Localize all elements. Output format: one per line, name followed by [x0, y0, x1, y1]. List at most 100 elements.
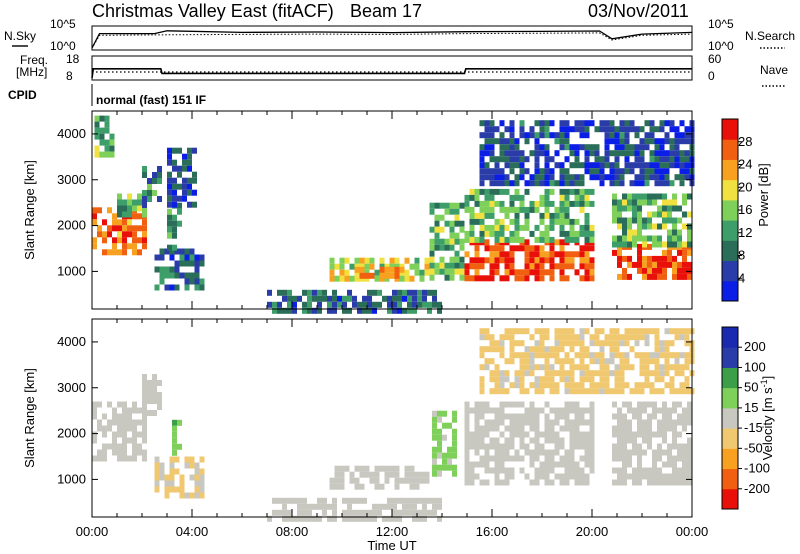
data-cell: [684, 340, 690, 347]
data-cell: [459, 268, 465, 275]
data-cell: [122, 419, 127, 426]
data-cell: [479, 413, 485, 420]
data-cell: [657, 205, 662, 212]
data-cell: [544, 150, 550, 157]
data-cell: [609, 132, 615, 139]
data-cell: [612, 199, 617, 206]
data-cell: [92, 455, 97, 462]
data-cell: [589, 407, 595, 414]
data-cell: [632, 241, 637, 248]
cpid-label: CPID: [8, 88, 37, 102]
data-cell: [659, 162, 665, 169]
data-cell: [484, 132, 490, 139]
data-cell: [654, 364, 660, 371]
data-cell: [574, 352, 580, 359]
data-cell: [479, 388, 485, 395]
data-cell: [612, 455, 617, 462]
data-cell: [469, 230, 475, 237]
data-cell: [272, 307, 277, 314]
data-cell: [604, 174, 610, 181]
data-cell: [654, 180, 660, 187]
data-cell: [112, 431, 117, 438]
data-cell: [509, 263, 515, 270]
data-cell: [484, 162, 490, 169]
data-cell: [494, 443, 500, 450]
data-cell: [519, 443, 525, 450]
data-cell: [559, 224, 565, 231]
data-cell: [599, 358, 605, 365]
data-cell: [684, 126, 690, 133]
data-cell: [687, 449, 692, 456]
data-cell: [489, 443, 495, 450]
data-cell: [272, 301, 277, 308]
data-cell: [169, 480, 175, 487]
data-cell: [102, 455, 107, 462]
data-cell: [132, 231, 137, 238]
data-cell: [99, 133, 105, 140]
data-cell: [544, 461, 550, 468]
data-cell: [682, 473, 687, 480]
data-cell: [554, 443, 560, 450]
data-cell: [499, 230, 505, 237]
data-cell: [674, 328, 680, 335]
data-cell: [327, 295, 332, 302]
data-cell: [514, 413, 520, 420]
data-cell: [637, 235, 642, 242]
data-cell: [187, 147, 192, 154]
data-cell: [347, 497, 352, 504]
data-cell: [614, 370, 620, 377]
data-cell: [474, 449, 480, 456]
data-cell: [627, 431, 632, 438]
data-cell: [609, 340, 615, 347]
data-cell: [617, 473, 622, 480]
data-cell: [327, 515, 332, 522]
data-cell: [622, 461, 627, 468]
data-cell: [509, 194, 515, 201]
data-cell: [539, 150, 545, 157]
data-cell: [159, 254, 165, 261]
data-cell: [652, 407, 657, 414]
data-cell: [549, 156, 555, 163]
data-cell: [514, 340, 520, 347]
data-cell: [329, 269, 335, 276]
data-cell: [529, 257, 535, 264]
data-cell: [499, 174, 505, 181]
data-cell: [282, 289, 287, 296]
data-cell: [317, 307, 322, 314]
data-cell: [524, 346, 530, 353]
data-cell: [429, 226, 435, 233]
data-cell: [662, 419, 667, 426]
data-cell: [539, 132, 545, 139]
data-cell: [369, 471, 375, 478]
data-cell: [377, 509, 382, 516]
data-cell: [662, 255, 667, 262]
data-cell: [152, 386, 157, 392]
data-cell: [594, 370, 600, 377]
data-cell: [662, 473, 667, 480]
data-cell: [574, 479, 580, 486]
data-cell: [519, 269, 525, 276]
data-cell: [404, 269, 410, 276]
data-cell: [437, 515, 442, 522]
data-cell: [624, 352, 630, 359]
data-cell: [549, 251, 555, 258]
data-cell: [549, 120, 555, 127]
data-cell: [534, 449, 540, 456]
data-cell: [684, 388, 690, 395]
data-cell: [519, 382, 525, 389]
data-cell: [484, 212, 490, 219]
data-cell: [624, 328, 630, 335]
time-axis-ticks: 00:00 04:00 08:00 12:00 16:00 20:00 00:00: [76, 524, 709, 539]
data-cell: [524, 263, 530, 270]
data-cell: [524, 443, 530, 450]
data-cell: [544, 334, 550, 341]
data-cell: [372, 301, 377, 308]
data-cell: [539, 346, 545, 353]
data-cell: [627, 273, 632, 280]
time-tick-label: 00:00: [676, 524, 709, 539]
data-cell: [504, 455, 510, 462]
data-cell: [484, 245, 490, 252]
data-cell: [474, 236, 480, 243]
data-cell: [464, 431, 470, 438]
data-cell: [187, 159, 192, 166]
